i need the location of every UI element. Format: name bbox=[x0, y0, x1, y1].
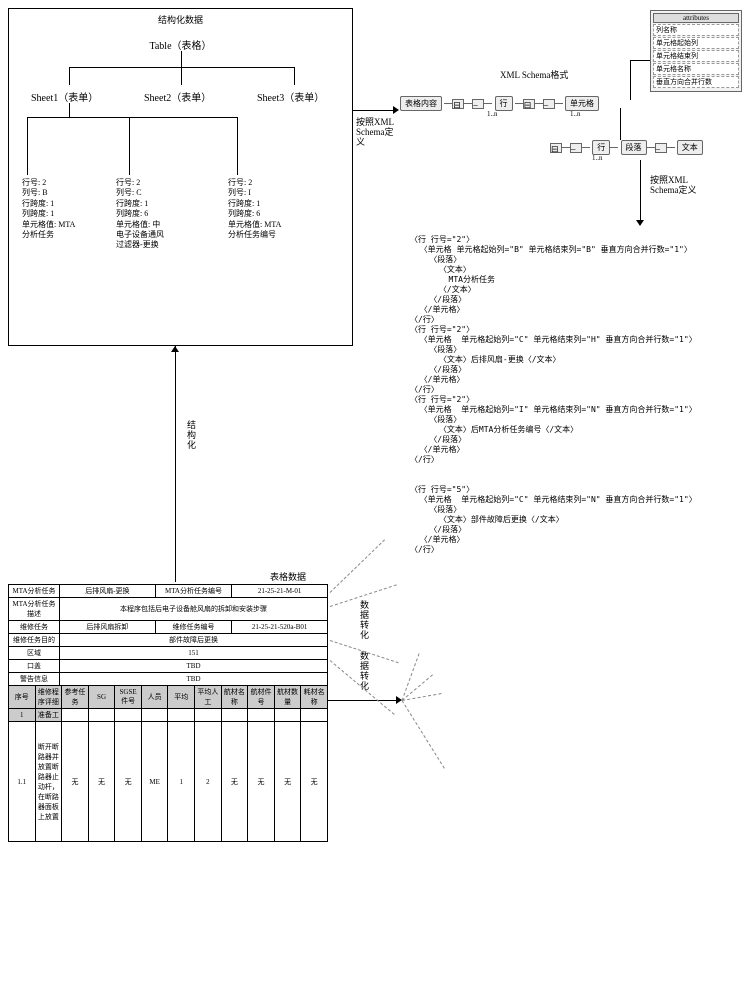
tree-root: Table（表格） bbox=[9, 37, 352, 52]
schema-node-cell: 单元格 bbox=[565, 96, 599, 111]
schema-title: XML Schema格式 bbox=[500, 68, 568, 81]
meta-table: MTA分析任务后排风扇-更换MTA分析任务编号21-25-21-M-01 MTA… bbox=[8, 584, 328, 686]
table-caption: 表格数据 bbox=[270, 570, 306, 583]
schema-node-row: 行 bbox=[495, 96, 513, 111]
cell-block-1: 行号: 2列号: B行跨度: 1列跨度: 1单元格值: MTA分析任务 bbox=[19, 175, 99, 243]
arrow1-label: 按照XML Schema定义 bbox=[356, 118, 402, 148]
grid-table: 序号维修程序评细参考任务SGSGSE件号人员平均平均人工航材名称航材件号航材数量… bbox=[8, 685, 328, 842]
data-table: MTA分析任务后排风扇-更换MTA分析任务编号21-25-21-M-01 MTA… bbox=[8, 584, 328, 986]
attr-head: attributes bbox=[653, 13, 739, 23]
arrow2-label: 按照XML Schema定义 bbox=[650, 176, 700, 196]
sheet-2: Sheet2（表单） bbox=[144, 89, 211, 104]
tree-box: 结构化数据 Table（表格） Sheet1（表单） Sheet2（表单） Sh… bbox=[8, 8, 353, 346]
tree-title: 结构化数据 bbox=[9, 13, 352, 26]
cell-block-3: 行号: 2列号: I行跨度: 1列跨度: 6单元格值: MTA分析任务编号 bbox=[225, 175, 325, 243]
sheet-1: Sheet1（表单） bbox=[31, 89, 98, 104]
schema-chain: 表格内容 ⊟⎯ 行 ⊟⎯ 单元格 bbox=[400, 96, 599, 111]
vlabel-data: 数据转化 数据转化 bbox=[358, 600, 371, 691]
schema-tail: ⊟⎯ 行 段落⎯ 文本 bbox=[550, 140, 703, 155]
arrow-tree-to-schema bbox=[353, 110, 393, 111]
xml-output: 〈行 行号="2"〉 〈单元格 单元格起始列="B" 单元格结束列="B" 垂直… bbox=[410, 235, 750, 555]
schema-attrs: attributes 列名称 单元格起始列 单元格结束列 单元格名称 垂直方向合… bbox=[650, 10, 742, 92]
schema-node-root: 表格内容 bbox=[400, 96, 442, 111]
cell-block-2: 行号: 2列号: C行跨度: 1列跨度: 6单元格值: 中电子设备通风过滤器-更… bbox=[113, 175, 213, 254]
sheet-3: Sheet3（表单） bbox=[257, 89, 324, 104]
vlabel-struct: 结构化 bbox=[185, 420, 198, 450]
